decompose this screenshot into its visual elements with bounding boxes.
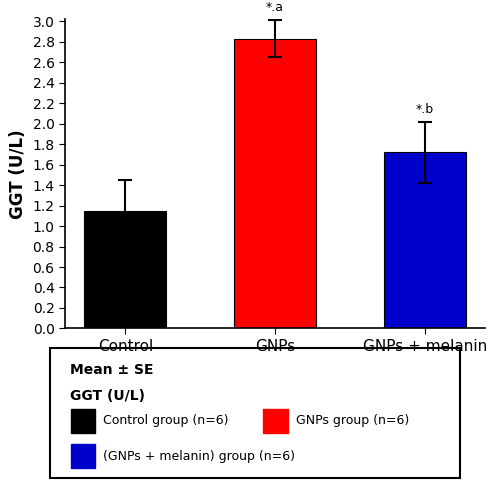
Bar xyxy=(70,444,95,468)
Bar xyxy=(84,211,166,328)
Text: GNPs group (n=6): GNPs group (n=6) xyxy=(296,414,409,427)
Bar xyxy=(234,39,316,328)
Text: (GNPs + melanin) group (n=6): (GNPs + melanin) group (n=6) xyxy=(104,450,296,463)
Text: GGT (U/L): GGT (U/L) xyxy=(70,389,146,403)
Text: Mean ± SE: Mean ± SE xyxy=(70,363,154,377)
Y-axis label: GGT (U/L): GGT (U/L) xyxy=(9,129,27,219)
Bar xyxy=(263,409,288,433)
Text: *.a: *.a xyxy=(266,1,284,14)
Text: Control group (n=6): Control group (n=6) xyxy=(104,414,229,427)
Bar xyxy=(70,409,95,433)
Text: *.b: *.b xyxy=(416,102,434,115)
Bar xyxy=(384,152,466,328)
